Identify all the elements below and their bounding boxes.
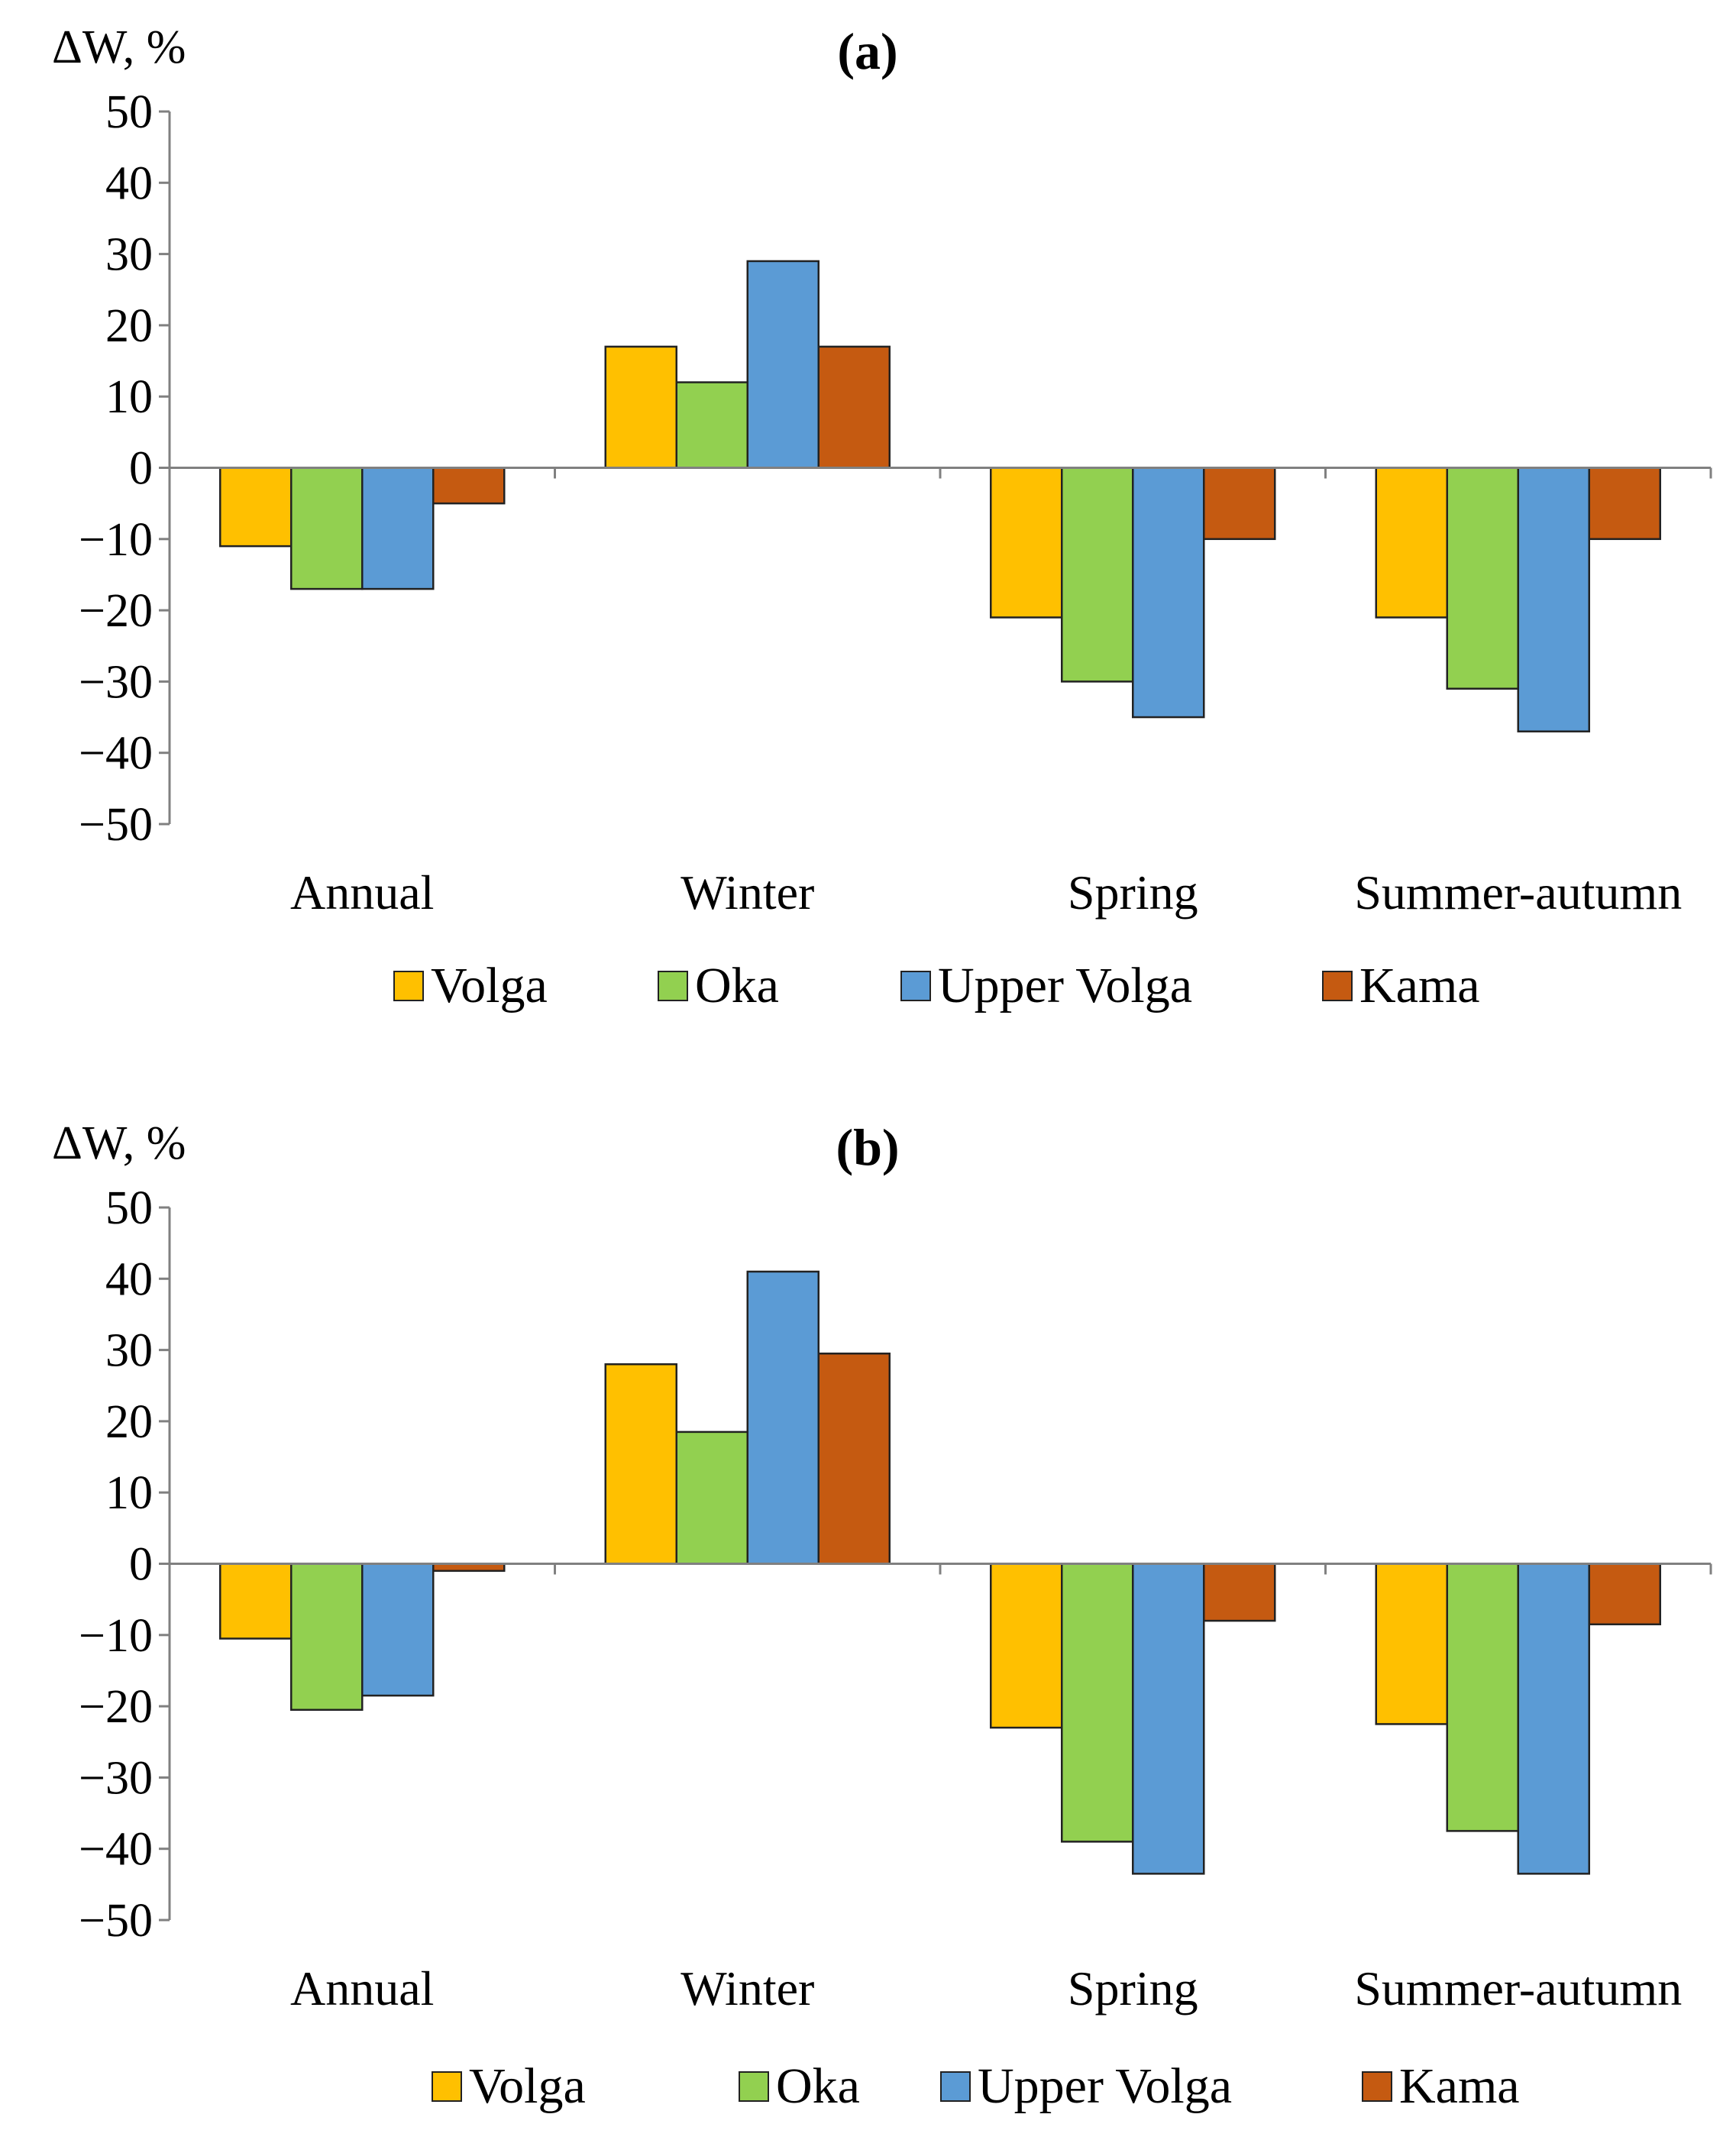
category-label: Summer-autumn xyxy=(1354,1961,1682,2016)
bar-volga-winter xyxy=(604,345,677,469)
bar-oka-spring xyxy=(1061,1563,1134,1843)
y-tick-label: −40 xyxy=(79,1824,153,1876)
y-tick-label: −20 xyxy=(79,585,153,637)
y-tick-label: −50 xyxy=(79,1895,153,1947)
legend-swatch-oka xyxy=(739,2071,769,2102)
legend-swatch-upper-volga xyxy=(900,971,931,1001)
y-tick-label: 30 xyxy=(105,229,153,281)
bar-kama-summer-autumn xyxy=(1588,1563,1661,1626)
y-tick-label: 20 xyxy=(105,1396,153,1448)
y-tick-label: 10 xyxy=(105,1467,153,1519)
bar-volga-spring xyxy=(990,467,1063,619)
bar-volga-annual xyxy=(219,1563,293,1640)
bar-oka-winter xyxy=(675,381,748,469)
chart-panel-b: (b) ΔW, % 50 40 30 20 10 0 −10 −20 −30 −40 −50 Annual… xyxy=(52,1117,1712,2114)
y-tick-label: 20 xyxy=(105,300,153,352)
legend-label: Upper Volga xyxy=(938,958,1192,1013)
category-label: Annual xyxy=(290,865,434,920)
y-tick-label: −10 xyxy=(79,514,153,566)
y-tick-label: 40 xyxy=(105,1253,153,1305)
legend-swatch-volga xyxy=(432,2071,462,2102)
bar-upper-volga-spring xyxy=(1132,1563,1205,1875)
category-label: Annual xyxy=(290,1961,434,2016)
chart-title: (a) xyxy=(837,22,897,80)
bar-volga-annual xyxy=(219,467,293,548)
y-axis-label: ΔW, % xyxy=(52,21,186,73)
bar-upper-volga-winter xyxy=(746,260,820,469)
bar-upper-volga-annual xyxy=(361,1563,435,1697)
legend-label: Upper Volga xyxy=(978,2058,1232,2114)
category-label: Summer-autumn xyxy=(1354,865,1682,920)
y-tick-label: −40 xyxy=(79,728,153,780)
legend-label: Volga xyxy=(469,2058,586,2114)
bar-kama-spring xyxy=(1203,467,1276,541)
y-tick-label: −30 xyxy=(79,656,153,708)
bar-oka-annual xyxy=(290,467,364,590)
category-label: Spring xyxy=(1068,1961,1198,2016)
bar-kama-spring xyxy=(1203,1563,1276,1622)
bar-upper-volga-spring xyxy=(1132,467,1205,719)
bar-upper-volga-annual xyxy=(361,467,435,590)
y-tick-label: 0 xyxy=(129,1539,153,1591)
y-tick-label: −50 xyxy=(79,799,153,851)
bar-volga-summer-autumn xyxy=(1375,1563,1448,1725)
bar-oka-spring xyxy=(1061,467,1134,683)
y-tick-label: −20 xyxy=(79,1681,153,1733)
bar-kama-summer-autumn xyxy=(1588,467,1661,541)
category-label: Spring xyxy=(1068,865,1198,920)
bar-kama-annual xyxy=(432,467,506,505)
y-tick-label: 50 xyxy=(105,86,153,138)
legend-label: Kama xyxy=(1359,958,1480,1013)
legend-swatch-volga xyxy=(393,971,424,1001)
legend-swatch-kama xyxy=(1322,971,1353,1001)
bar-upper-volga-summer-autumn xyxy=(1517,467,1590,732)
y-tick-label: −10 xyxy=(79,1610,153,1662)
bar-upper-volga-summer-autumn xyxy=(1517,1563,1590,1875)
legend-swatch-kama xyxy=(1362,2071,1392,2102)
legend-swatch-upper-volga xyxy=(940,2071,971,2102)
y-tick-label: 10 xyxy=(105,371,153,423)
legend-label: Kama xyxy=(1399,2058,1520,2114)
y-axis-label: ΔW, % xyxy=(52,1117,186,1169)
bar-oka-annual xyxy=(290,1563,364,1712)
chart-panel-a: (a) ΔW, % 50 40 30 20 10 0 −10 −20 −30 −40 −50 Annual… xyxy=(52,21,1712,1013)
bar-volga-summer-autumn xyxy=(1375,467,1448,619)
bar-volga-winter xyxy=(604,1363,677,1565)
bar-kama-winter xyxy=(817,1353,891,1565)
y-tick-label: 40 xyxy=(105,157,153,209)
legend-label: Volga xyxy=(431,958,548,1013)
bar-kama-winter xyxy=(817,345,891,469)
y-tick-label: 30 xyxy=(105,1325,153,1377)
category-label: Winter xyxy=(680,1961,814,2016)
bar-upper-volga-winter xyxy=(746,1270,820,1565)
y-tick-label: −30 xyxy=(79,1752,153,1804)
legend-label: Oka xyxy=(776,2058,860,2114)
bar-oka-winter xyxy=(675,1430,748,1565)
chart-title: (b) xyxy=(836,1118,899,1176)
legend-label: Oka xyxy=(695,958,779,1013)
bar-volga-spring xyxy=(990,1563,1063,1729)
y-tick-label: 0 xyxy=(129,443,153,495)
category-label: Winter xyxy=(680,865,814,920)
bar-oka-summer-autumn xyxy=(1446,1563,1519,1832)
legend-swatch-oka xyxy=(658,971,688,1001)
bar-oka-summer-autumn xyxy=(1446,467,1519,690)
y-tick-label: 50 xyxy=(105,1182,153,1234)
